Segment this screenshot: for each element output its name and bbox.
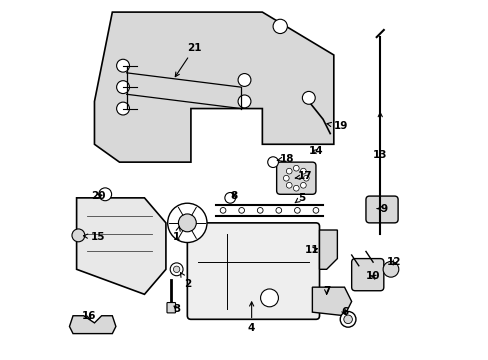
Text: 13: 13 bbox=[372, 113, 386, 160]
Circle shape bbox=[238, 73, 250, 86]
Text: 11: 11 bbox=[305, 245, 319, 255]
FancyBboxPatch shape bbox=[351, 258, 383, 291]
Text: 8: 8 bbox=[230, 191, 237, 201]
Circle shape bbox=[257, 207, 263, 213]
FancyBboxPatch shape bbox=[276, 162, 315, 194]
Text: 2: 2 bbox=[180, 273, 191, 289]
Polygon shape bbox=[94, 12, 333, 162]
Circle shape bbox=[275, 207, 281, 213]
Circle shape bbox=[238, 207, 244, 213]
Circle shape bbox=[260, 289, 278, 307]
Text: 12: 12 bbox=[386, 257, 401, 267]
Polygon shape bbox=[77, 198, 165, 294]
Text: 19: 19 bbox=[326, 121, 347, 131]
Text: 4: 4 bbox=[247, 302, 255, 333]
Text: 10: 10 bbox=[365, 271, 380, 282]
Circle shape bbox=[224, 193, 235, 203]
Circle shape bbox=[267, 157, 278, 167]
Circle shape bbox=[116, 59, 129, 72]
Text: 17: 17 bbox=[294, 171, 312, 181]
Circle shape bbox=[303, 175, 308, 181]
Text: 14: 14 bbox=[308, 147, 323, 157]
Text: 5: 5 bbox=[295, 193, 305, 203]
Circle shape bbox=[382, 261, 398, 277]
Text: 16: 16 bbox=[81, 311, 96, 321]
Circle shape bbox=[302, 91, 315, 104]
Polygon shape bbox=[319, 230, 337, 269]
Circle shape bbox=[178, 214, 196, 232]
FancyBboxPatch shape bbox=[166, 302, 175, 313]
Polygon shape bbox=[69, 316, 116, 334]
Text: 15: 15 bbox=[83, 232, 105, 242]
Text: 3: 3 bbox=[173, 303, 180, 314]
Circle shape bbox=[173, 266, 180, 273]
Polygon shape bbox=[312, 287, 351, 316]
Circle shape bbox=[99, 188, 111, 201]
Circle shape bbox=[286, 183, 291, 188]
Text: 20: 20 bbox=[91, 191, 105, 201]
Circle shape bbox=[170, 263, 183, 276]
Circle shape bbox=[300, 183, 305, 188]
Circle shape bbox=[300, 168, 305, 174]
Circle shape bbox=[238, 95, 250, 108]
Text: 18: 18 bbox=[277, 154, 294, 163]
Circle shape bbox=[293, 185, 299, 191]
Circle shape bbox=[272, 19, 287, 33]
Text: 7: 7 bbox=[322, 286, 330, 296]
Text: 6: 6 bbox=[340, 307, 347, 317]
Circle shape bbox=[72, 229, 84, 242]
Text: 1: 1 bbox=[173, 226, 180, 242]
Circle shape bbox=[294, 207, 300, 213]
Circle shape bbox=[312, 207, 318, 213]
Text: 9: 9 bbox=[377, 203, 386, 213]
Circle shape bbox=[293, 165, 299, 171]
Circle shape bbox=[343, 315, 352, 324]
FancyBboxPatch shape bbox=[365, 196, 397, 223]
Circle shape bbox=[340, 311, 355, 327]
Circle shape bbox=[116, 102, 129, 115]
Circle shape bbox=[283, 175, 288, 181]
Circle shape bbox=[220, 207, 225, 213]
FancyBboxPatch shape bbox=[187, 223, 319, 319]
Text: 21: 21 bbox=[175, 43, 202, 77]
Circle shape bbox=[286, 168, 291, 174]
Circle shape bbox=[167, 203, 206, 243]
Circle shape bbox=[116, 81, 129, 94]
